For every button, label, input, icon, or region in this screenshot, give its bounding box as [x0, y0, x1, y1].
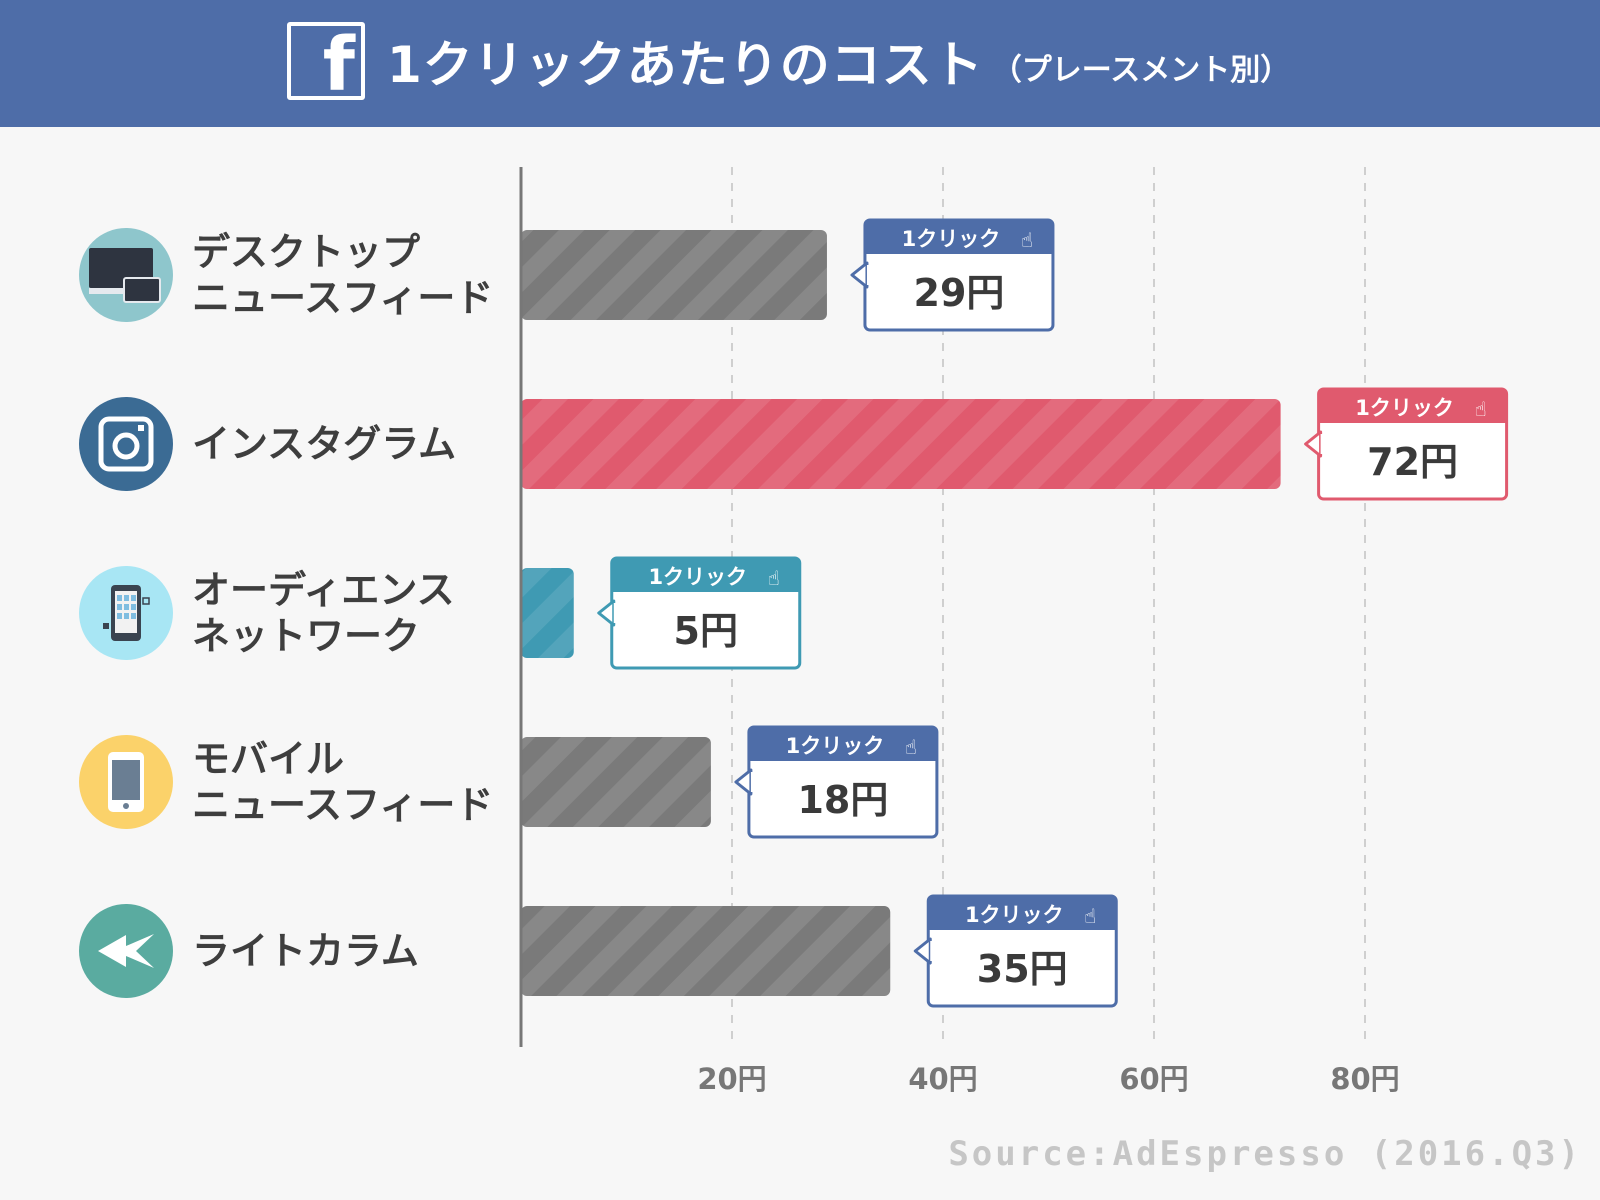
network-node — [103, 623, 109, 629]
chart-subtitle: （プレースメント別） — [991, 53, 1291, 88]
callout-pointer-mask — [613, 603, 619, 623]
callout-value: 18円 — [797, 778, 888, 822]
callout-header — [611, 558, 800, 592]
app-tile — [131, 595, 136, 601]
icon-circle — [79, 397, 173, 491]
app-tile — [124, 613, 129, 619]
category-label: モバイルニュースフィード — [192, 737, 493, 827]
callout-pointer — [850, 261, 869, 289]
callout-header — [1318, 389, 1507, 423]
app-tile — [124, 595, 129, 601]
chart-title: 1クリックあたりのコスト — [387, 36, 984, 94]
bar-stripes — [521, 230, 827, 320]
callout-header — [864, 220, 1053, 254]
callout-pointer-mask — [750, 772, 756, 792]
header-bar: f 1クリックあたりのコスト （プレースメント別） — [0, 0, 1600, 127]
callout-body — [1323, 423, 1503, 496]
callout-value: 35円 — [977, 947, 1068, 991]
instagram-camera-icon — [79, 397, 173, 491]
bar-stripes — [521, 399, 1281, 489]
callout-header — [928, 896, 1117, 930]
bar-chart: 1クリック ☝ 29円 1クリック ☝ 72円 1クリック ☝ 5円 1クリック ☝ 18円 1クリック… — [79, 167, 1509, 1096]
camera-body — [98, 416, 154, 472]
category-label: デスクトップニュースフィード — [192, 230, 493, 320]
tap-hand-icon: ☝ — [1084, 904, 1096, 928]
x-tick-label: 40円 — [908, 1062, 977, 1096]
callout-header-text: 1クリック — [648, 565, 747, 589]
app-tile — [117, 604, 122, 610]
home-button — [123, 803, 129, 809]
tablet — [123, 277, 161, 303]
app-tile — [124, 604, 129, 610]
x-tick-label: 20円 — [697, 1062, 766, 1096]
callout-header — [748, 727, 937, 761]
callout-pointer — [913, 937, 932, 965]
bar-stripes — [521, 568, 574, 658]
callout-body — [616, 592, 796, 665]
monitor-stand — [89, 288, 153, 294]
callout-value: 72円 — [1367, 440, 1458, 484]
phone-screen — [115, 591, 137, 633]
app-tile — [117, 595, 122, 601]
callout-value: 5円 — [674, 609, 738, 653]
bar-stripes — [521, 737, 711, 827]
callout-pointer-mask — [930, 941, 936, 961]
callout-body — [753, 761, 933, 834]
facebook-logo-icon: f — [287, 22, 365, 100]
camera-lens — [112, 432, 140, 460]
callout-pointer — [597, 599, 616, 627]
bar-stripes — [521, 906, 891, 996]
callout-header-text: 1クリック — [1355, 396, 1454, 420]
arrow-column-icon — [79, 904, 173, 998]
tap-hand-icon: ☝ — [905, 735, 917, 759]
app-tile — [131, 613, 136, 619]
smartphone-icon — [79, 735, 173, 829]
x-tick-label: 60円 — [1119, 1062, 1188, 1096]
callout-header-text: 1クリック — [965, 903, 1064, 927]
callout-pointer-mask — [1320, 434, 1326, 454]
callout-pointer — [734, 768, 753, 796]
callout-pointer-mask — [866, 265, 872, 285]
source-note: Source:AdEspresso (2016.Q3) — [948, 1134, 1582, 1174]
network-node — [142, 597, 150, 605]
desktop-monitor-icon — [79, 228, 173, 322]
app-tile — [131, 604, 136, 610]
callout-body — [933, 930, 1113, 1003]
tap-hand-icon: ☝ — [768, 566, 780, 590]
arrow-shape — [98, 934, 154, 968]
callout-body — [869, 254, 1049, 327]
category-label: インスタグラム — [192, 422, 456, 466]
header-content: f 1クリックあたりのコスト （プレースメント別） — [287, 20, 1290, 102]
callout-header-text: 1クリック — [902, 227, 1001, 251]
tap-hand-icon: ☝ — [1475, 397, 1487, 421]
x-tick-label: 80円 — [1330, 1062, 1399, 1096]
camera-flash — [138, 425, 144, 431]
category-label: オーディエンスネットワーク — [192, 568, 455, 658]
mobile-app-network-icon — [79, 566, 173, 660]
phone-screen — [112, 760, 140, 800]
tap-hand-icon: ☝ — [1021, 228, 1033, 252]
callout-pointer — [1304, 430, 1323, 458]
category-label: ライトカラム — [192, 929, 419, 973]
app-tile — [117, 613, 122, 619]
callout-value: 29円 — [914, 271, 1005, 315]
callout-header-text: 1クリック — [786, 734, 885, 758]
